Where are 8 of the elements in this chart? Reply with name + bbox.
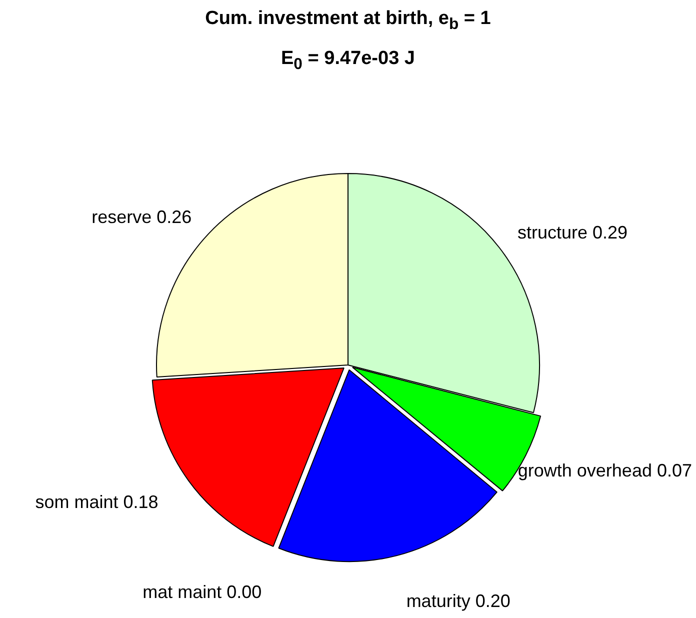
chart-title: Cum. investment at birth, e$_{b}$ = 1 (204, 8, 492, 34)
slice-label: reserve 0.26 (92, 207, 192, 228)
slice-label: growth overhead 0.07 (518, 460, 692, 480)
slice-label: maturity 0.20 (406, 591, 510, 612)
chart-subtitle: E$_{0}$ = 9.47e-03 J (280, 48, 416, 74)
category-label: mat maint 0.00 (142, 582, 262, 602)
slice-label: structure 0.29 (517, 222, 628, 243)
slice-label: som maint 0.18 (35, 492, 158, 512)
